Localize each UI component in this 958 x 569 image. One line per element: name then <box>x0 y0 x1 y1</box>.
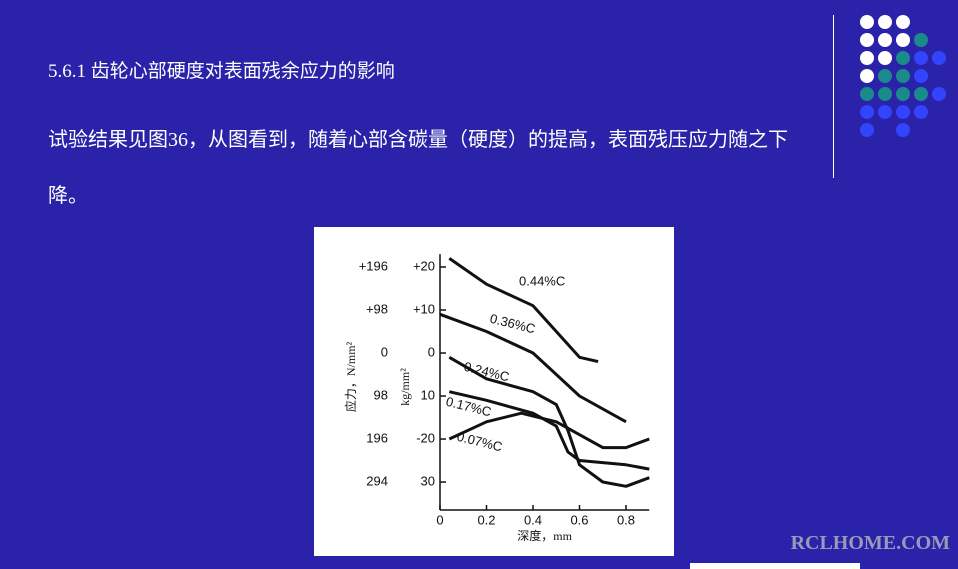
dot <box>914 51 928 65</box>
heading: 5.6.1 齿轮心部硬度对表面残余应力的影响 <box>48 61 395 82</box>
curve-label: 0.07%C <box>455 429 504 455</box>
x-tick-label: 0.6 <box>570 512 588 527</box>
curve <box>448 257 599 364</box>
dot <box>914 69 928 83</box>
dot <box>860 51 874 65</box>
y-tick-label: +10 <box>413 301 435 316</box>
y2-tick-label: 98 <box>374 387 388 402</box>
dot <box>860 123 874 137</box>
curve-label: 0.24%C <box>462 359 511 385</box>
dot <box>896 105 910 119</box>
y-tick-label: 0 <box>428 344 435 359</box>
dot <box>932 87 946 101</box>
dot <box>878 51 892 65</box>
dot <box>878 87 892 101</box>
dot <box>860 69 874 83</box>
x-tick-label: 0 <box>436 512 443 527</box>
y-tick-label: 30 <box>421 473 435 488</box>
y-tick-label: -20 <box>416 430 435 445</box>
x-tick-label: 0.8 <box>617 512 635 527</box>
y2-tick-label: +98 <box>366 301 388 316</box>
dot <box>914 105 928 119</box>
dot-decoration <box>860 15 946 137</box>
curve <box>439 312 627 424</box>
x-tick-label: 0.2 <box>477 512 495 527</box>
dot <box>860 33 874 47</box>
dot <box>914 87 928 101</box>
curve <box>448 390 650 471</box>
x-tick-label: 0.4 <box>524 512 542 527</box>
y-axis-label: kg/mm² <box>398 368 412 406</box>
dot <box>878 15 892 29</box>
curve-label: 0.36%C <box>488 311 537 337</box>
figure: +20 +10 0 10 -20 30 +196 +98 0 98 196 294 0 0.2 0.4 0.6… <box>314 227 674 556</box>
dot <box>878 33 892 47</box>
y2-axis-label: 应力，N/mm² <box>343 341 358 412</box>
divider <box>833 15 834 178</box>
dot <box>896 51 910 65</box>
y2-tick-label: 196 <box>366 430 388 445</box>
x-axis-label: 深度，mm <box>517 528 572 543</box>
dot <box>878 105 892 119</box>
dot <box>896 15 910 29</box>
dot <box>932 51 946 65</box>
dot <box>896 123 910 137</box>
dot <box>878 69 892 83</box>
curve <box>448 356 650 488</box>
dot <box>860 87 874 101</box>
body-text: 试验结果见图36，从图看到，随着心部含碳量（硬度）的提高，表面残压应力随之下降。 <box>48 129 788 207</box>
y-tick-label: 10 <box>421 387 435 402</box>
dot <box>896 33 910 47</box>
dot <box>896 69 910 83</box>
y2-tick-label: 0 <box>381 344 388 359</box>
y-tick-label: +20 <box>413 258 435 273</box>
dot <box>914 33 928 47</box>
dot <box>860 15 874 29</box>
watermark: RCLHOME.COM <box>790 532 950 554</box>
y2-tick-label: 294 <box>366 473 388 488</box>
dot <box>896 87 910 101</box>
dot <box>860 105 874 119</box>
y2-tick-label: +196 <box>359 258 388 273</box>
bottom-strip <box>690 563 860 569</box>
curve-label: 0.44%C <box>519 273 565 288</box>
curve <box>448 411 650 450</box>
